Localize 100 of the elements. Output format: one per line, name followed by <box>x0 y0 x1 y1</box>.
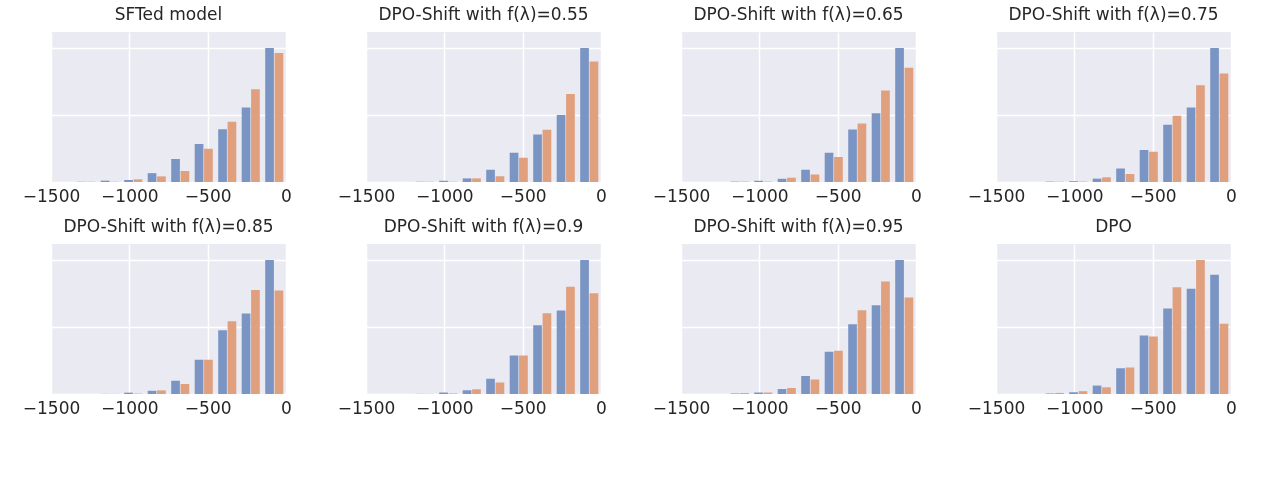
bar <box>904 297 914 394</box>
bar <box>519 355 528 394</box>
bar <box>1078 391 1088 394</box>
bar <box>157 390 166 394</box>
bar <box>857 123 867 182</box>
x-tick-label: −1500 <box>22 185 81 206</box>
bar <box>787 177 796 182</box>
x-tick-label: 0 <box>911 185 922 206</box>
bar <box>533 325 542 394</box>
bar <box>881 90 890 182</box>
bar <box>218 129 227 182</box>
x-tick-label: −1000 <box>416 185 474 206</box>
x-tick-label: −1000 <box>101 185 159 206</box>
bar <box>241 313 251 394</box>
x-tick-label: −500 <box>1129 185 1177 206</box>
bar <box>1210 48 1219 182</box>
bar <box>509 355 519 394</box>
x-tick-label: −500 <box>184 397 232 418</box>
chart-title: SFTed model <box>114 4 223 24</box>
bar <box>777 389 787 394</box>
bar <box>509 152 519 182</box>
x-tick-label: −500 <box>499 185 547 206</box>
bar <box>1163 308 1172 394</box>
x-tick-label: 0 <box>596 397 607 418</box>
x-tick-label: −1000 <box>1046 185 1104 206</box>
bar <box>533 134 542 182</box>
chart-title: DPO-Shift with f(λ)=0.85 <box>63 216 274 236</box>
bar <box>848 129 857 182</box>
bar <box>180 383 190 394</box>
bar <box>1163 124 1172 182</box>
x-tick-label: 0 <box>1226 185 1237 206</box>
bar <box>204 359 213 394</box>
bar <box>495 176 505 182</box>
bar <box>1116 168 1125 182</box>
bar <box>227 121 237 182</box>
bar <box>265 260 274 394</box>
x-tick-label: 0 <box>911 397 922 418</box>
x-tick-label: −1500 <box>967 397 1026 418</box>
bar <box>180 170 190 182</box>
bar <box>204 148 213 182</box>
bar <box>824 152 834 182</box>
x-tick-label: −1000 <box>416 397 474 418</box>
bar <box>1116 368 1125 394</box>
bar <box>834 157 843 182</box>
bar <box>787 387 796 394</box>
bar <box>1172 115 1182 182</box>
x-tick-label: −500 <box>184 185 232 206</box>
bar <box>274 290 284 394</box>
bar <box>895 260 904 394</box>
bar <box>566 93 575 182</box>
bar <box>1219 73 1229 182</box>
bar <box>1102 387 1111 394</box>
chart-title: DPO-Shift with f(λ)=0.65 <box>693 4 904 24</box>
bar <box>157 176 166 182</box>
bar <box>871 305 881 394</box>
x-tick-label: −1000 <box>101 397 159 418</box>
bar <box>1125 173 1135 182</box>
x-tick-label: 0 <box>596 185 607 206</box>
bar <box>218 330 227 394</box>
bar <box>580 260 589 394</box>
x-tick-label: −1500 <box>337 397 396 418</box>
bar <box>472 389 481 394</box>
bar <box>589 61 599 182</box>
x-tick-label: −1500 <box>652 185 711 206</box>
bar <box>462 390 472 394</box>
x-tick-label: −1000 <box>731 185 789 206</box>
x-tick-label: 0 <box>281 185 292 206</box>
x-tick-label: 0 <box>1226 397 1237 418</box>
bar <box>801 169 810 182</box>
bar <box>194 143 204 182</box>
bar <box>486 169 495 182</box>
bar <box>566 286 575 394</box>
bar <box>834 350 843 394</box>
bar <box>274 53 284 182</box>
bar <box>895 48 904 182</box>
bar <box>133 179 143 182</box>
chart-title: DPO-Shift with f(λ)=0.9 <box>383 216 584 236</box>
bar <box>589 293 599 394</box>
bar <box>556 310 566 394</box>
bar <box>486 378 495 394</box>
x-tick-label: −500 <box>1129 397 1177 418</box>
bar <box>580 48 589 182</box>
bar <box>462 178 472 182</box>
x-tick-label: −1500 <box>652 397 711 418</box>
bar <box>1139 149 1149 182</box>
bar <box>251 89 260 182</box>
bar <box>904 67 914 182</box>
bar <box>848 324 857 394</box>
x-tick-label: −1000 <box>1046 397 1104 418</box>
bar <box>1210 274 1219 394</box>
bar <box>1186 107 1196 182</box>
bar <box>871 113 881 182</box>
bar <box>265 48 274 182</box>
bar <box>1219 323 1229 394</box>
bar <box>801 376 810 394</box>
chart-title: DPO-Shift with f(λ)=0.75 <box>1008 4 1219 24</box>
bar <box>194 359 204 394</box>
bar <box>1102 177 1111 182</box>
bar <box>147 173 157 182</box>
x-tick-label: −500 <box>814 185 862 206</box>
